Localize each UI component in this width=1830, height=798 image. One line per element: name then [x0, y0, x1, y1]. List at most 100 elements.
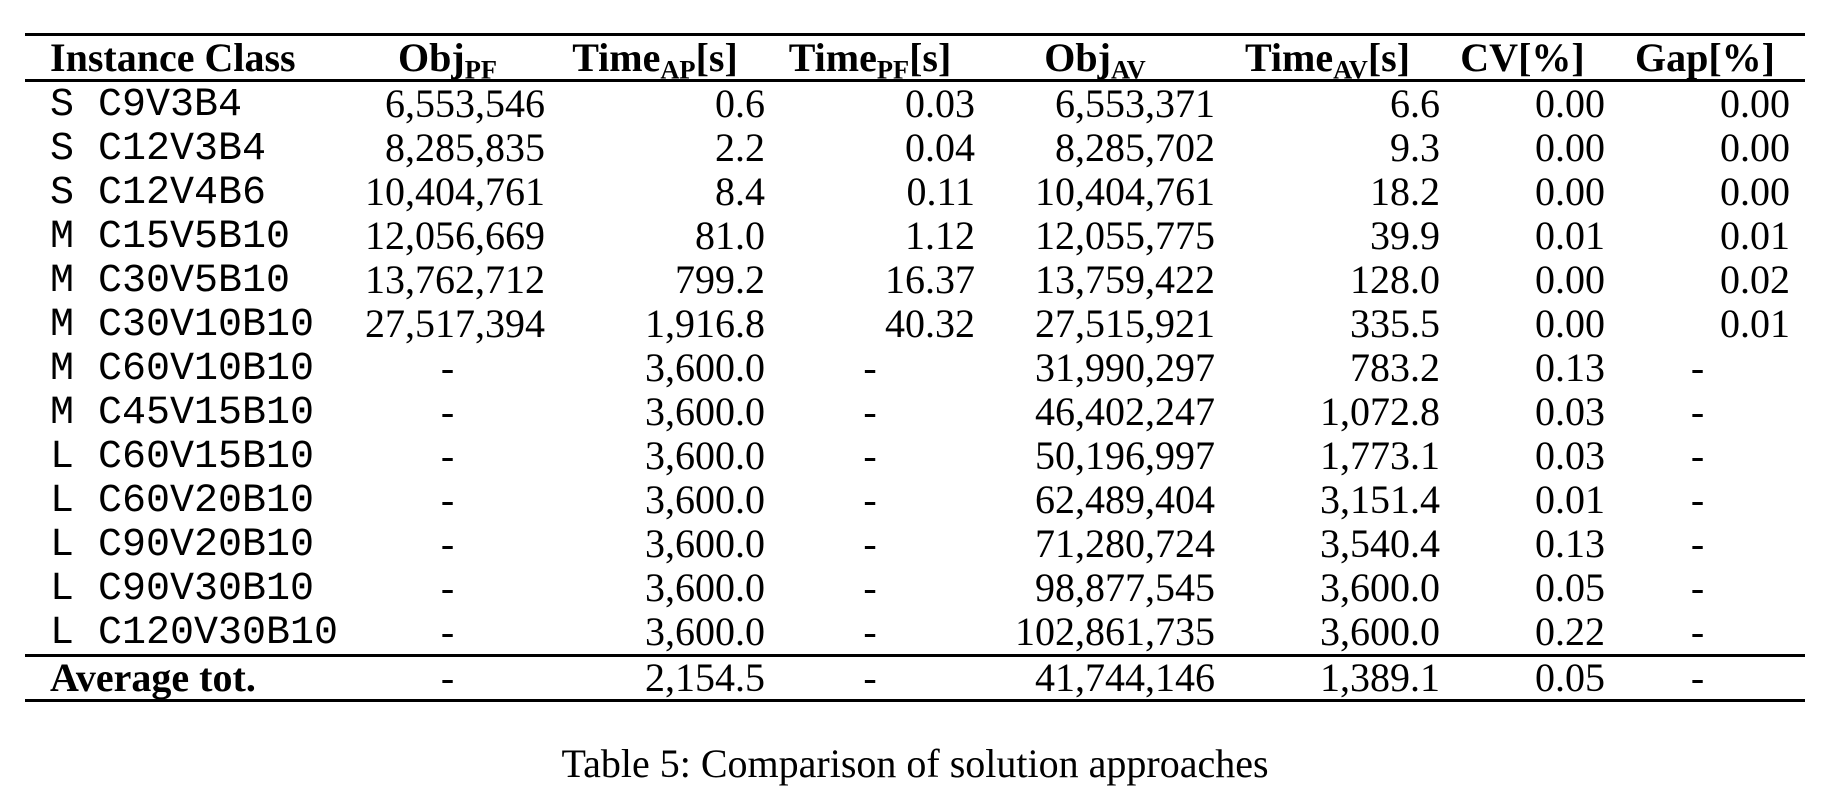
- cell-average-time-ap: 2,154.5: [545, 654, 765, 701]
- table-row: M C30V5B10 13,762,712 799.2 16.37 13,759…: [25, 258, 1805, 302]
- cell-cv: 0.00: [1535, 126, 1605, 170]
- table-row: L C120V30B10 - 3,600.0 - 102,861,735 3,6…: [25, 610, 1805, 656]
- cell-gap: 0.01: [1720, 214, 1790, 258]
- header-row: Instance Class ObjPF TimeAP[s] TimePF[s]…: [25, 34, 1805, 82]
- cell-time-av: 39.9: [1370, 214, 1440, 258]
- table-wrapper: Instance Class ObjPF TimeAP[s] TimePF[s]…: [25, 33, 1805, 702]
- column-header-obj-pf: ObjPF: [350, 34, 545, 82]
- instance-class-label: M C60V10B10: [50, 347, 315, 390]
- column-header-subscript: AV: [1333, 53, 1368, 81]
- cell-average-label: Average tot.: [25, 654, 350, 701]
- cell-obj-pf: 27,517,394: [365, 302, 545, 346]
- average-row: Average tot. - 2,154.5 - 41,744,146 1,38…: [25, 654, 1805, 701]
- cell-instance-class: L C90V20B10: [25, 522, 350, 566]
- column-header-text: Gap: [1635, 34, 1709, 80]
- cell-time-ap: 3,600.0: [645, 434, 765, 478]
- column-header-text: Time: [1244, 34, 1334, 80]
- cell-obj-av: 10,404,761: [1035, 170, 1215, 214]
- table-caption: Table 5: Comparison of solution approach…: [561, 741, 1269, 786]
- instance-class-label: S C9V3B4: [50, 83, 243, 126]
- cell-average-gap: -: [1605, 654, 1805, 701]
- cell-time-ap: 3,600.0: [645, 478, 765, 522]
- cell-obj-pf: -: [440, 434, 455, 478]
- cell-gap: -: [1690, 566, 1705, 610]
- column-header-subscript: PF: [876, 53, 910, 81]
- column-header-text: Obj: [1044, 34, 1111, 80]
- cell-time-pf: -: [863, 434, 877, 478]
- cell-time-ap: 3,600.0: [645, 610, 765, 654]
- cell-time-av: 128.0: [1350, 258, 1440, 302]
- table-row: M C60V10B10 - 3,600.0 - 31,990,297 783.2…: [25, 346, 1805, 390]
- cell-instance-class: M C45V15B10: [25, 390, 350, 434]
- cell-obj-av: 50,196,997: [1035, 434, 1215, 478]
- cell-cv: 0.01: [1535, 478, 1605, 522]
- instance-class-label: L C60V20B10: [50, 479, 315, 522]
- cell-gap: -: [1690, 610, 1705, 654]
- cell-obj-av: 98,877,545: [1035, 566, 1215, 610]
- cell-cv: 0.13: [1535, 522, 1605, 566]
- cell-instance-class: S C12V4B6: [25, 170, 350, 214]
- column-header-text: CV: [1460, 34, 1519, 80]
- cell-gap: -: [1690, 478, 1705, 522]
- cell-average-obj-pf: -: [350, 654, 545, 701]
- column-header-subscript: AP: [660, 53, 696, 81]
- column-header-instance-class: Instance Class: [25, 34, 350, 82]
- cell-obj-av: 62,489,404: [1035, 478, 1215, 522]
- cell-time-av: 6.6: [1390, 81, 1440, 126]
- cell-average-time-av: 1,389.1: [1215, 654, 1440, 701]
- cell-instance-class: S C9V3B4: [25, 81, 350, 127]
- cell-obj-pf: -: [440, 610, 455, 654]
- instance-class-label: S C12V4B6: [50, 171, 267, 214]
- cell-obj-av: 13,759,422: [1035, 258, 1215, 302]
- cell-instance-class: L C60V20B10: [25, 478, 350, 522]
- cell-gap: 0.02: [1720, 258, 1790, 302]
- instance-class-label: M C30V5B10: [50, 259, 291, 302]
- cell-cv: 0.03: [1535, 434, 1605, 478]
- cell-cv: 0.00: [1535, 81, 1605, 126]
- instance-class-label: M C15V5B10: [50, 215, 291, 258]
- column-header-time-pf: TimePF[s]: [765, 34, 975, 82]
- cell-obj-pf: 6,553,546: [385, 81, 545, 126]
- instance-class-label: S C12V3B4: [50, 127, 267, 170]
- cell-cv: 0.00: [1535, 170, 1605, 214]
- cell-average-time-pf: -: [765, 654, 975, 701]
- cell-time-pf: -: [863, 566, 877, 610]
- cell-time-pf: -: [863, 390, 877, 434]
- table-row: M C30V10B10 27,517,394 1,916.8 40.32 27,…: [25, 302, 1805, 346]
- cell-time-ap: 3,600.0: [645, 566, 765, 610]
- cell-obj-av: 12,055,775: [1035, 214, 1215, 258]
- cell-cv: 0.13: [1535, 346, 1605, 390]
- column-header-unit: [s]: [1367, 34, 1411, 80]
- cell-time-av: 335.5: [1350, 302, 1440, 346]
- table-row: L C90V30B10 - 3,600.0 - 98,877,545 3,600…: [25, 566, 1805, 610]
- cell-time-ap: 0.6: [715, 81, 765, 126]
- column-header-subscript: PF: [464, 53, 497, 81]
- cell-time-av: 18.2: [1370, 170, 1440, 214]
- column-header-obj-av: ObjAV: [975, 34, 1215, 82]
- cell-instance-class: S C12V3B4: [25, 126, 350, 170]
- table-row: S C12V4B6 10,404,761 8.4 0.11 10,404,761…: [25, 170, 1805, 214]
- table-row: L C60V20B10 - 3,600.0 - 62,489,404 3,151…: [25, 478, 1805, 522]
- cell-cv: 0.01: [1535, 214, 1605, 258]
- instance-class-label: L C60V15B10: [50, 435, 315, 478]
- cell-time-pf: -: [863, 610, 877, 654]
- cell-gap: 0.00: [1720, 81, 1790, 126]
- cell-time-av: 9.3: [1390, 126, 1440, 170]
- table-row: M C15V5B10 12,056,669 81.0 1.12 12,055,7…: [25, 214, 1805, 258]
- table-row: L C60V15B10 - 3,600.0 - 50,196,997 1,773…: [25, 434, 1805, 478]
- column-header-unit: [%]: [1518, 34, 1585, 80]
- cell-obj-pf: 13,762,712: [365, 258, 545, 302]
- cell-average-obj-av: 41,744,146: [975, 654, 1215, 701]
- cell-obj-av: 6,553,371: [1055, 81, 1215, 126]
- cell-time-pf: -: [863, 346, 877, 390]
- cell-instance-class: M C30V5B10: [25, 258, 350, 302]
- instance-class-label: M C45V15B10: [50, 391, 315, 434]
- cell-time-pf: 0.04: [905, 126, 975, 170]
- cell-instance-class: L C60V15B10: [25, 434, 350, 478]
- cell-time-av: 3,540.4: [1320, 522, 1440, 566]
- cell-time-av: 1,072.8: [1320, 390, 1440, 434]
- cell-time-pf: 16.37: [885, 258, 975, 302]
- cell-gap: -: [1690, 434, 1705, 478]
- cell-obj-pf: -: [440, 390, 455, 434]
